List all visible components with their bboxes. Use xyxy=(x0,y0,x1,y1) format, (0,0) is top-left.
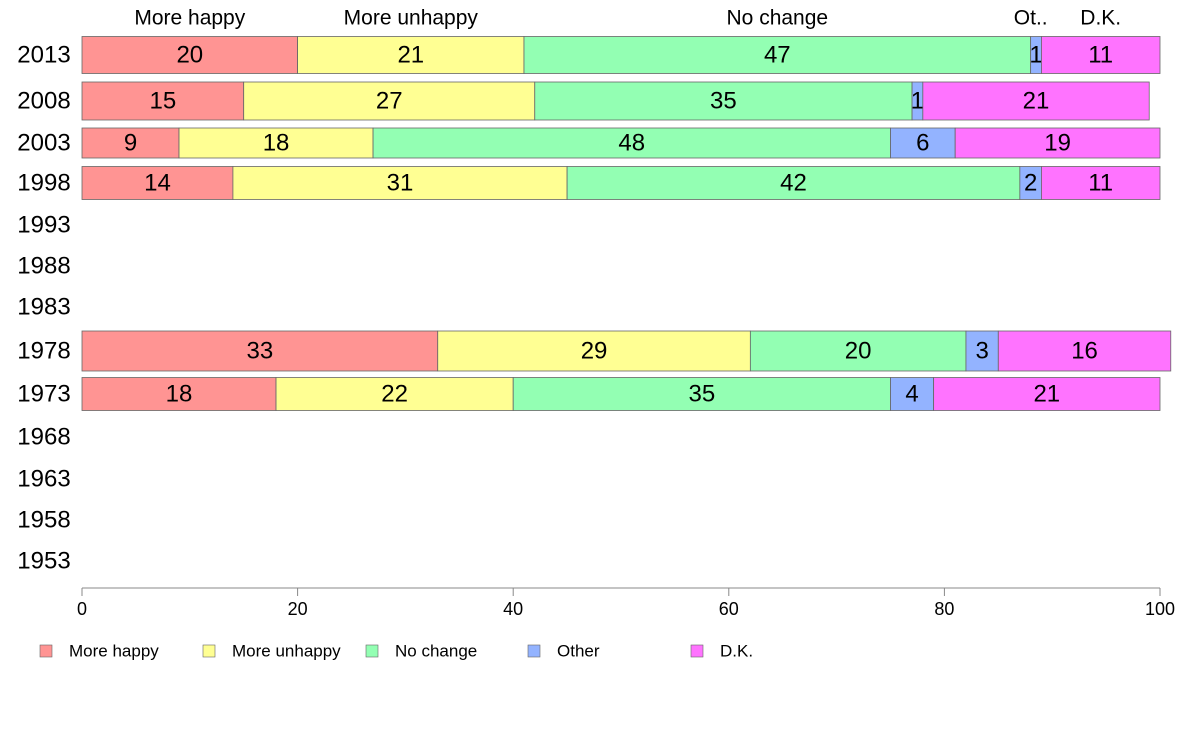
data-label-2008-d-k: 21 xyxy=(1023,88,1050,115)
legend-label-more-happy: More happy xyxy=(69,642,159,661)
data-label-1973-other: 4 xyxy=(905,381,918,408)
legend-label-d-k: D.K. xyxy=(720,642,753,661)
bar-2003-d-k xyxy=(954,127,1161,159)
top-category-labels: More happy More unhappy No change Ot.. D.K. xyxy=(134,7,1121,30)
year-label-2013: 2013 xyxy=(17,42,70,69)
bar-1978-other xyxy=(965,330,999,372)
data-label-1973-more-happy: 18 xyxy=(166,381,193,408)
data-label-1978-d-k: 16 xyxy=(1071,338,1098,365)
bar-1978-d-k xyxy=(997,330,1172,372)
data-label-1998-more-happy: 14 xyxy=(144,170,171,197)
data-label-2013-no-change: 47 xyxy=(764,42,791,69)
bar-1998-more-unhappy xyxy=(232,166,568,200)
legend-label-no-change: No change xyxy=(395,642,477,661)
x-tick-label-100: 100 xyxy=(1145,599,1175,619)
year-labels: 2013 2008 2003 1998 1993 1988 1983 1978 1973 1968… xyxy=(17,42,70,575)
x-tick-label-20: 20 xyxy=(288,599,308,619)
legend-swatch-other xyxy=(527,644,541,658)
data-label-1973-no-change: 35 xyxy=(688,381,715,408)
year-label-1963: 1963 xyxy=(17,466,70,493)
year-label-1953: 1953 xyxy=(17,548,70,575)
data-label-2003-more-unhappy: 18 xyxy=(263,130,290,157)
legend-swatch-d-k xyxy=(690,644,704,658)
bar-2013-more-happy xyxy=(81,36,299,74)
legend-swatch-more-unhappy xyxy=(202,644,216,658)
bar-1973-other xyxy=(890,377,935,411)
top-label-more-unhappy: More unhappy xyxy=(344,7,479,30)
data-label-2008-more-unhappy: 27 xyxy=(376,88,403,115)
legend-label-more-unhappy: More unhappy xyxy=(232,642,341,661)
bar-2003-more-happy xyxy=(81,127,180,159)
legend-swatch-more-happy xyxy=(39,644,53,658)
data-label-1978-no-change: 20 xyxy=(845,338,872,365)
bar-1998-d-k xyxy=(1041,166,1161,200)
bar-1973-more-happy xyxy=(81,377,277,411)
x-tick-label-80: 80 xyxy=(934,599,954,619)
data-label-1998-more-unhappy: 31 xyxy=(387,170,414,197)
bar-2003-other xyxy=(890,127,956,159)
top-label-d-k: D.K. xyxy=(1080,7,1121,30)
bar-1998-no-change xyxy=(566,166,1021,200)
data-label-2008-more-happy: 15 xyxy=(149,88,176,115)
data-label-1998-d-k: 11 xyxy=(1088,170,1113,197)
data-label-2013-more-happy: 20 xyxy=(176,42,203,69)
x-tick-label-60: 60 xyxy=(719,599,739,619)
data-label-2008-other: 1 xyxy=(911,88,924,115)
year-label-1973: 1973 xyxy=(17,381,70,408)
bar-2013-d-k xyxy=(1041,36,1161,74)
bar-1978-more-unhappy xyxy=(437,330,751,372)
bar-2013-more-unhappy xyxy=(297,36,525,74)
data-label-1978-more-unhappy: 29 xyxy=(581,338,608,365)
year-label-1983: 1983 xyxy=(17,294,70,321)
data-label-1998-other: 2 xyxy=(1024,170,1037,197)
year-label-1993: 1993 xyxy=(17,212,70,239)
year-label-1968: 1968 xyxy=(17,424,70,451)
top-label-more-happy: More happy xyxy=(134,7,245,30)
data-label-1973-d-k: 21 xyxy=(1033,381,1060,408)
data-label-2013-more-unhappy: 21 xyxy=(397,42,424,69)
year-label-1958: 1958 xyxy=(17,507,70,534)
year-label-1998: 1998 xyxy=(17,170,70,197)
data-label-1978-other: 3 xyxy=(975,338,988,365)
data-label-2003-d-k: 19 xyxy=(1044,130,1071,157)
legend-swatch-no-change xyxy=(365,644,379,658)
top-label-ot: Ot.. xyxy=(1014,7,1048,30)
bar-2008-d-k xyxy=(922,81,1150,121)
data-label-1998-no-change: 42 xyxy=(780,170,807,197)
data-label-2008-no-change: 35 xyxy=(710,88,737,115)
x-axis: 0 20 40 60 80 100 xyxy=(77,587,1175,619)
bar-1973-d-k xyxy=(933,377,1161,411)
data-label-2013-d-k: 11 xyxy=(1088,42,1113,69)
data-label-1978-more-happy: 33 xyxy=(247,338,274,365)
bar-2008-more-happy xyxy=(81,81,245,121)
year-label-1978: 1978 xyxy=(17,338,70,365)
bar-2008-no-change xyxy=(534,81,913,121)
data-label-1973-more-unhappy: 22 xyxy=(381,381,408,408)
year-label-1988: 1988 xyxy=(17,253,70,280)
data-label-2003-no-change: 48 xyxy=(618,130,645,157)
top-label-no-change: No change xyxy=(727,7,829,30)
data-label-2003-other: 6 xyxy=(916,130,929,157)
year-label-2008: 2008 xyxy=(17,88,70,115)
bar-1978-no-change xyxy=(749,330,967,372)
data-label-2013-other: 1 xyxy=(1029,42,1042,69)
bar-2013-no-change xyxy=(523,36,1032,74)
year-label-2003: 2003 xyxy=(17,130,70,157)
data-label-2003-more-happy: 9 xyxy=(124,130,137,157)
legend: More happy More unhappy No change Other D.K. xyxy=(39,642,753,661)
bar-2008-more-unhappy xyxy=(243,81,536,121)
x-tick-label-0: 0 xyxy=(77,599,87,619)
bar-2003-no-change xyxy=(372,127,891,159)
bar-1998-more-happy xyxy=(81,166,234,200)
x-tick-label-40: 40 xyxy=(503,599,523,619)
bar-1973-no-change xyxy=(512,377,891,411)
legend-label-other: Other xyxy=(557,642,600,661)
